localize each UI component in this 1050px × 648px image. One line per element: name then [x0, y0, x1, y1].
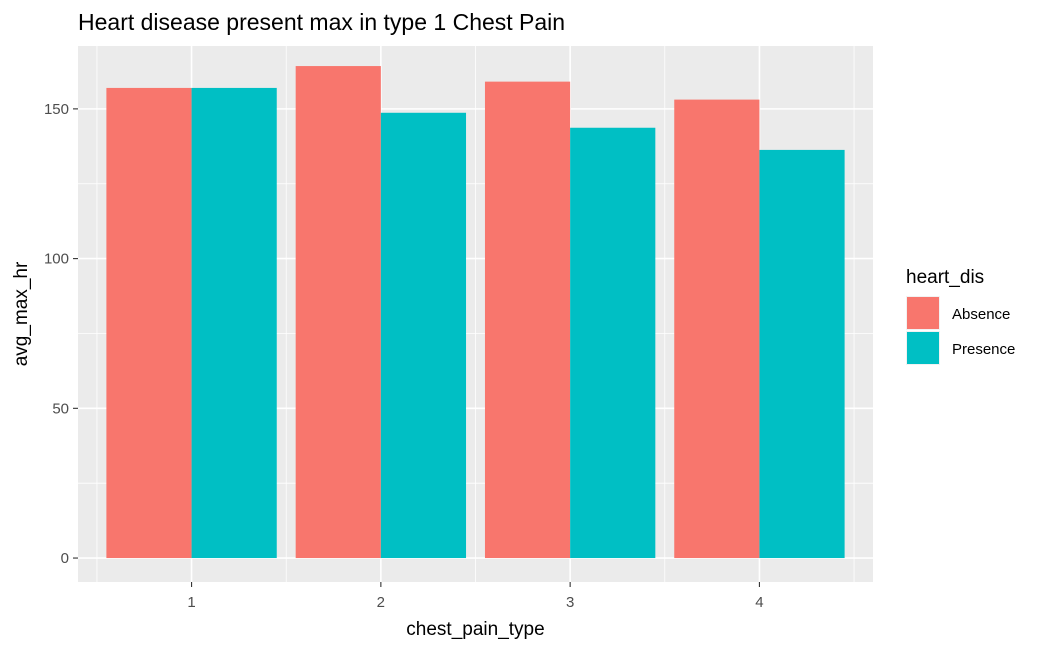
x-tick-label: 1	[187, 594, 195, 611]
legend-label-presence: Presence	[952, 341, 1015, 358]
bar-absence-2	[295, 66, 381, 559]
y-axis-title: avg_max_hr	[11, 261, 32, 366]
bar-absence-4	[674, 99, 760, 559]
legend-label-absence: Absence	[952, 306, 1010, 323]
x-axis-title: chest_pain_type	[406, 619, 544, 640]
legend-swatch-absence	[907, 297, 939, 329]
x-tick-label: 2	[377, 594, 385, 611]
chart-title: Heart disease present max in type 1 Ches…	[78, 9, 565, 35]
bar-absence-1	[106, 87, 192, 559]
y-axis: 0 50 100 150	[44, 101, 78, 567]
legend-title: heart_dis	[906, 267, 984, 288]
bar-presence-2	[380, 112, 467, 559]
y-tick-label: 0	[61, 550, 69, 567]
bar-presence-3	[570, 127, 656, 559]
x-tick-label: 3	[566, 594, 574, 611]
x-axis: 1 2 3 4	[187, 582, 764, 611]
bar-presence-1	[191, 87, 277, 559]
y-tick-label: 50	[52, 400, 69, 417]
bar-absence-3	[484, 81, 571, 559]
x-tick-label: 4	[755, 594, 763, 611]
bars	[106, 66, 845, 559]
bar-presence-4	[759, 149, 845, 559]
legend-swatch-presence	[907, 332, 939, 364]
y-tick-label: 150	[44, 101, 69, 118]
y-tick-label: 100	[44, 251, 69, 268]
legend: heart_dis Absence Presence	[906, 267, 1015, 365]
